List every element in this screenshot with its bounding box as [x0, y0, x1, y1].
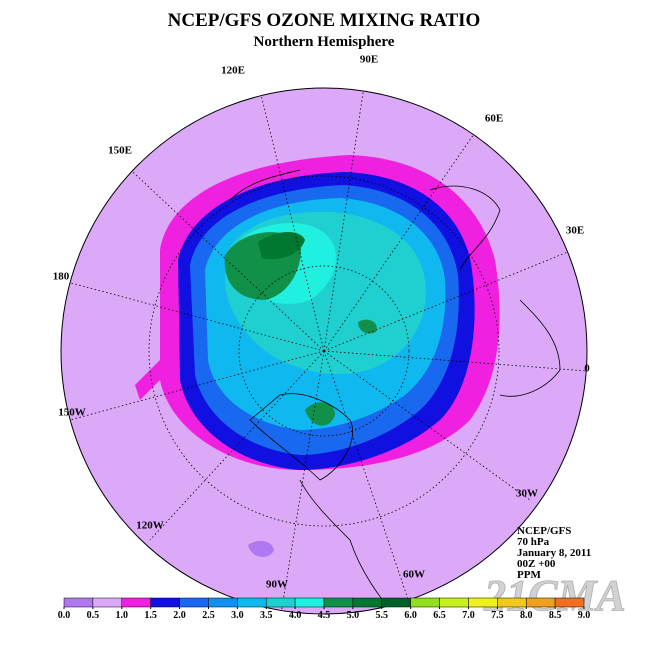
colorbar-label: 6.0	[404, 610, 417, 621]
colorbar-label: 0.5	[87, 610, 100, 621]
map	[61, 88, 587, 614]
colorbar-label: 5.5	[376, 610, 389, 621]
longitude-labels: 90E 60E 30E 0 30W 60W 90W 120W 150W 180 150E 120E	[53, 54, 591, 591]
longitude-label: 0	[584, 363, 590, 375]
watermark: 21CMA	[483, 571, 626, 620]
colorbar-label: 8.0	[520, 610, 533, 621]
longitude-label: 150W	[58, 407, 86, 419]
colorbar-segment	[497, 597, 527, 608]
longitude-label: 120E	[221, 65, 245, 77]
colorbar-label: 8.5	[549, 610, 562, 621]
title: NCEP/GFS OZONE MIXING RATIO	[168, 10, 481, 31]
colorbar-segment	[121, 597, 151, 608]
longitude-label: 90W	[266, 579, 288, 591]
colorbar-segment	[410, 597, 440, 608]
colorbar-segment	[208, 597, 238, 608]
subtitle: Northern Hemisphere	[254, 34, 395, 50]
colorbar-segment	[63, 597, 94, 608]
colorbar-segment	[323, 597, 354, 608]
colorbar-label: 4.5	[318, 610, 331, 621]
graticule	[61, 88, 587, 614]
longitude-label: 150E	[108, 145, 132, 157]
colorbar-segment	[92, 597, 123, 608]
colorbar-label: 7.0	[462, 610, 475, 621]
colorbar-segment	[468, 597, 498, 608]
colorbar-label: 4.0	[289, 610, 302, 621]
colorbar-segment	[439, 597, 469, 608]
colorbar-segment	[294, 597, 325, 608]
longitude-label: 60E	[485, 113, 503, 125]
colorbar-segment	[150, 597, 180, 608]
colorbar-label: 3.5	[260, 610, 273, 621]
longitude-label: 120W	[136, 520, 164, 532]
colorbar-segment	[525, 597, 556, 608]
colorbar-label: 3.0	[231, 610, 244, 621]
region-green-na	[305, 402, 335, 426]
longitude-label: 180	[53, 271, 70, 283]
colorbar-label: 7.5	[491, 610, 504, 621]
colorbar-segment	[265, 597, 296, 608]
longitude-label: 30W	[516, 488, 538, 500]
colorbar-label: 2.0	[173, 610, 186, 621]
colorbar-segment	[237, 597, 267, 608]
colorbar-label: 1.0	[116, 610, 129, 621]
region-green-small	[358, 319, 377, 334]
region-darkgreen	[258, 231, 305, 260]
colorbar-label: 1.5	[144, 610, 157, 621]
region-low	[248, 540, 274, 557]
longitude-label: 30E	[566, 225, 584, 237]
colorbar-segment	[381, 597, 411, 608]
info-line: PPM	[517, 569, 541, 581]
info-line: January 8, 2011	[517, 547, 591, 559]
map-border	[60, 87, 588, 615]
colorbar-label: 2.5	[202, 610, 215, 621]
longitude-label: 90E	[360, 54, 378, 66]
colorbar-label: 6.5	[433, 610, 446, 621]
colorbar-label: 0.0	[58, 610, 71, 621]
colorbar-segment	[554, 597, 585, 608]
colorbar-segment	[352, 597, 383, 608]
colorbar-label: 5.0	[347, 610, 360, 621]
longitude-label: 60W	[403, 569, 425, 581]
colorbar-segment	[179, 597, 209, 608]
colorbar-label: 9.0	[578, 610, 591, 621]
info-line: 70 hPa	[517, 536, 550, 548]
colorbar: 0.0 0.5 1.0 1.5 2.0 2.5 3.0 3.5 4.0 4.5 5.0 5.5 6.0 6…	[58, 597, 591, 621]
info-line: 00Z +00	[517, 558, 556, 570]
info-line: NCEP/GFS	[517, 525, 571, 537]
